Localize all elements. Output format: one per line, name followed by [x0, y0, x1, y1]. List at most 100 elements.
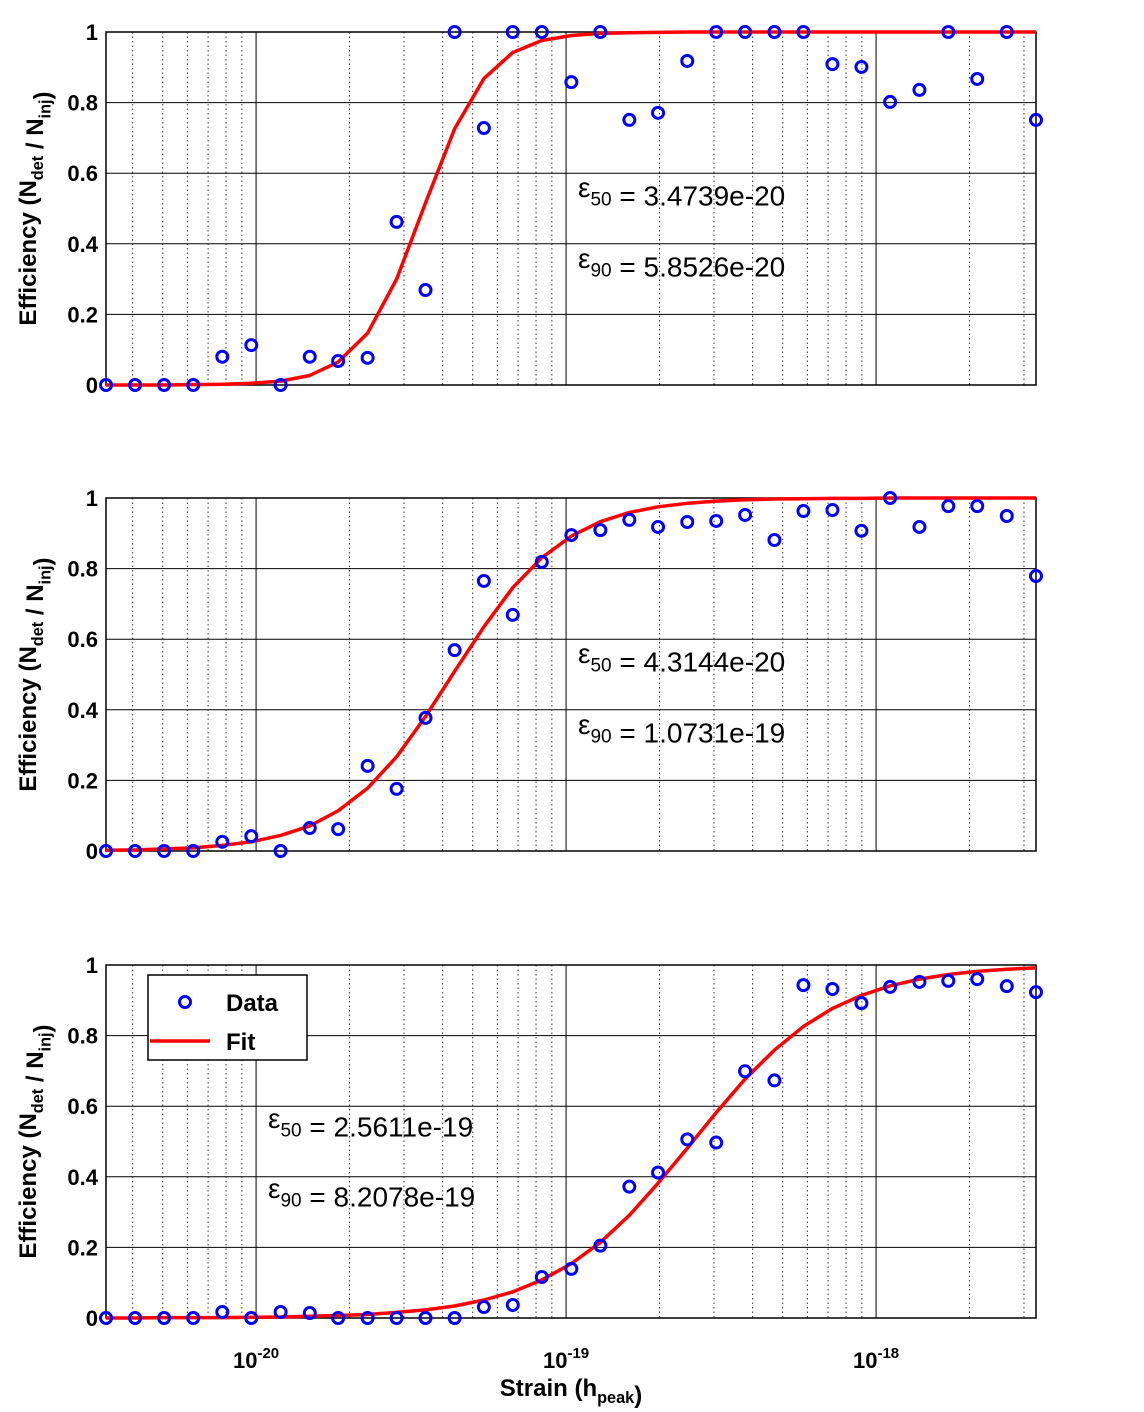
data-point: [709, 25, 724, 39]
data-point: [999, 979, 1014, 994]
data-point: [360, 350, 375, 365]
data-point: [1029, 985, 1043, 1000]
data-point: [476, 121, 491, 136]
data-point: [476, 1300, 491, 1315]
data-point: [215, 834, 230, 849]
data-point: [767, 1073, 782, 1088]
data-point: [622, 512, 637, 527]
data-point: [564, 528, 579, 543]
data-point: [128, 378, 143, 392]
data-point: [186, 378, 201, 392]
data-point: [738, 25, 753, 39]
data-point: [680, 1132, 695, 1147]
data-point: [273, 1304, 288, 1319]
data-point: [825, 57, 840, 72]
fit-line: [105, 496, 1036, 853]
data-point: [389, 781, 404, 796]
y-tick-label: 1: [86, 20, 98, 45]
data-point: [709, 513, 724, 528]
data-point: [854, 523, 869, 538]
data-point: [1029, 569, 1043, 584]
data-point: [186, 1311, 201, 1325]
data-point: [157, 378, 172, 392]
data-point: [854, 996, 869, 1011]
data-point: [534, 1270, 549, 1285]
annotation: ε50 = 2.5611e-19: [268, 1103, 473, 1142]
y-tick-label: 0.6: [67, 627, 98, 652]
data-point: [447, 1311, 462, 1325]
y-axis-label: Efficiency (Ndet / Ninj): [15, 1024, 56, 1258]
y-tick-label: 0: [86, 1306, 98, 1331]
data-point: [970, 499, 985, 514]
data-point: [331, 353, 346, 368]
data-point: [244, 829, 259, 844]
axes-box: [105, 964, 1037, 1319]
data-point: [680, 53, 695, 68]
data-point: [593, 523, 608, 538]
axes-box: [105, 497, 1037, 852]
data-point: [883, 94, 898, 109]
y-tick-label: 0.8: [67, 1024, 98, 1049]
x-tick-label: 10-20: [233, 1345, 279, 1373]
data-point: [796, 504, 811, 519]
data-point: [244, 338, 259, 353]
y-tick-label: 0: [86, 839, 98, 864]
y-tick-label: 0.2: [67, 768, 98, 793]
data-point: [128, 844, 143, 858]
y-tick-label: 1: [86, 953, 98, 978]
data-point: [854, 59, 869, 74]
data-point: [99, 844, 113, 858]
annotation: ε90 = 1.0731e-19: [578, 709, 785, 748]
legend-label: Data: [226, 990, 279, 1017]
data-point: [709, 1135, 724, 1150]
data-point: [331, 1311, 346, 1325]
data-point: [593, 1238, 608, 1253]
data-point: [651, 1165, 666, 1180]
data-point: [99, 378, 113, 392]
data-point: [302, 1306, 317, 1321]
data-point: [534, 554, 549, 569]
data-point: [389, 1311, 404, 1325]
axes-box: [105, 31, 1037, 386]
data-point: [796, 978, 811, 993]
data-point: [883, 491, 898, 505]
legend-swatch: [178, 995, 192, 1009]
data-point: [157, 1311, 172, 1325]
fit-line: [106, 30, 1036, 387]
y-tick-label: 0.8: [67, 91, 98, 116]
data-point: [680, 515, 695, 530]
data-point: [941, 499, 956, 514]
plot-area: [106, 32, 1036, 385]
y-tick-label: 0.8: [67, 557, 98, 582]
data-point: [302, 821, 317, 836]
data-point: [912, 974, 927, 989]
data-point: [534, 25, 549, 39]
data-point: [447, 643, 462, 658]
y-axis-label: Efficiency (Ndet / Ninj): [15, 91, 56, 325]
x-axis-label: Strain (hpeak): [500, 1375, 642, 1409]
y-tick-label: 0.2: [67, 1235, 98, 1260]
annotation: ε90 = 8.2078e-19: [268, 1173, 475, 1212]
data-point: [476, 573, 491, 588]
plot-area: [106, 498, 1036, 851]
data-point: [418, 710, 433, 725]
data-point: [767, 25, 782, 39]
data-point: [941, 25, 956, 39]
data-point: [825, 982, 840, 997]
y-tick-label: 0: [86, 373, 98, 398]
data-point: [825, 503, 840, 518]
y-tick-label: 0.2: [67, 302, 98, 327]
data-point: [360, 1311, 375, 1325]
data-point: [418, 283, 433, 298]
x-tick-label: 10-18: [853, 1345, 899, 1373]
data-point: [767, 533, 782, 548]
data-point: [1029, 112, 1043, 127]
annotation: ε50 = 4.3144e-20: [578, 638, 785, 677]
data-point: [389, 214, 404, 229]
data-point: [505, 25, 520, 39]
data-point: [738, 1064, 753, 1079]
data-point: [447, 25, 462, 39]
data-point: [970, 71, 985, 86]
data-point: [331, 822, 346, 837]
